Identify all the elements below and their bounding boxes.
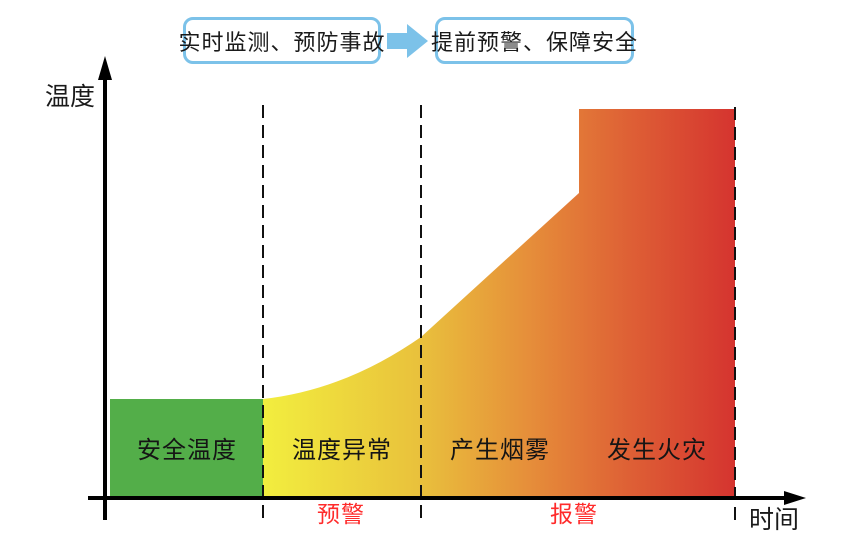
x-axis-arrow-icon: [784, 491, 806, 505]
pre-alarm-label: 预警: [317, 501, 365, 527]
y-axis-label: 温度: [45, 83, 95, 111]
monitoring-box: 实时监测、预防事故: [179, 17, 385, 64]
alarm-label: 报警: [550, 501, 598, 527]
temperature-curve-area: [263, 109, 735, 498]
phase-label-safe: 安全温度: [137, 437, 237, 464]
early-warning-box: 提前预警、保障安全: [431, 17, 637, 64]
phase-label-abnormal: 温度异常: [292, 437, 392, 464]
monitoring-box-label: 实时监测、预防事故: [178, 29, 386, 55]
y-axis-arrow-icon: [98, 56, 112, 80]
phase-label-smoke: 产生烟雾: [450, 437, 550, 464]
early-warning-box-label: 提前预警、保障安全: [431, 29, 639, 55]
safe-zone-area: [110, 399, 263, 498]
x-axis-label: 时间: [749, 506, 799, 534]
phase-label-fire: 发生火灾: [607, 437, 707, 464]
flow-arrow-icon: [387, 24, 428, 58]
